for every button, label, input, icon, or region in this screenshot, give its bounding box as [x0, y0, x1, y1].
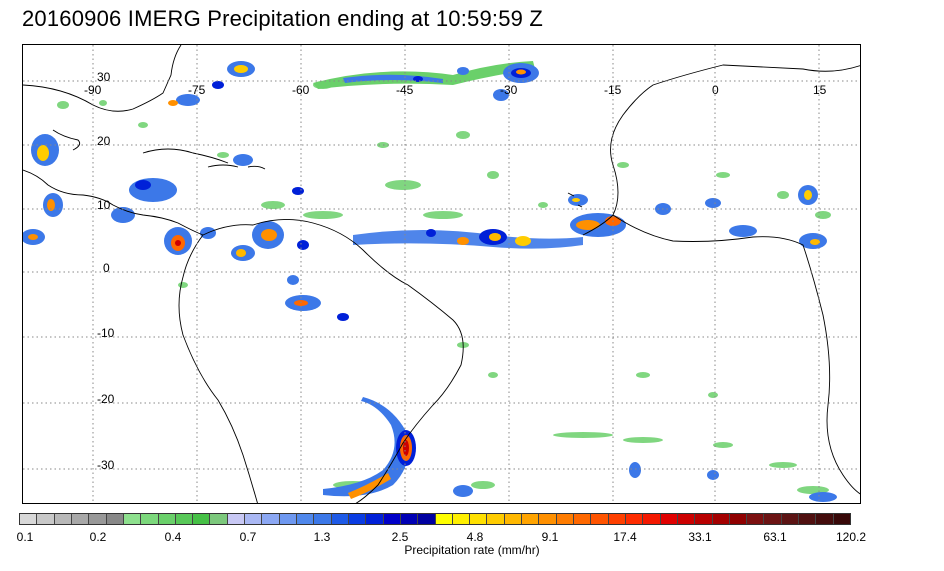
colorbar-swatch [71, 514, 90, 524]
colorbar [19, 513, 851, 525]
colorbar-swatch [383, 514, 401, 524]
colorbar-swatch [314, 514, 332, 524]
colorbar-tick-label: 0.7 [239, 530, 257, 544]
colorbar-tick-label: 4.8 [466, 530, 484, 544]
colorbar-swatch [37, 514, 55, 524]
colorbar-swatch [608, 514, 626, 524]
colorbar-swatch [833, 514, 850, 524]
colorbar-swatch [747, 514, 765, 524]
colorbar-swatch [175, 514, 194, 524]
map-canvas [23, 45, 860, 503]
precipitation-layer [23, 61, 837, 502]
longitude-label: -30 [500, 83, 518, 97]
longitude-label: -15 [604, 83, 622, 97]
latitude-label: -30 [97, 458, 115, 472]
colorbar-swatch [158, 514, 176, 524]
colorbar-swatch [625, 514, 644, 524]
colorbar-tick-label: 63.1 [763, 530, 787, 544]
longitude-label: -60 [292, 83, 310, 97]
latitude-label: 20 [97, 134, 111, 148]
colorbar-swatch [591, 514, 609, 524]
colorbar-swatch [400, 514, 419, 524]
longitude-label: -90 [84, 83, 102, 97]
latitude-label: -10 [97, 326, 115, 340]
colorbar-swatch [245, 514, 263, 524]
colorbar-swatch [522, 514, 540, 524]
colorbar-tick-label: 1.3 [313, 530, 331, 544]
latitude-label: 0 [103, 261, 110, 275]
colorbar-swatch [729, 514, 748, 524]
colorbar-swatch [418, 514, 436, 524]
graticule [23, 45, 860, 503]
latitude-label: 30 [97, 70, 111, 84]
colorbar-swatch [262, 514, 280, 524]
colorbar-label: Precipitation rate (mm/hr) [404, 543, 540, 557]
longitude-label: -75 [188, 83, 206, 97]
colorbar-swatch [574, 514, 592, 524]
colorbar-swatch [227, 514, 246, 524]
colorbar-swatch [677, 514, 696, 524]
colorbar-swatch [54, 514, 72, 524]
colorbar-swatch [123, 514, 142, 524]
colorbar-swatch [643, 514, 661, 524]
colorbar-swatch [366, 514, 384, 524]
colorbar-tick-label: 0.1 [16, 530, 34, 544]
colorbar-swatch [210, 514, 228, 524]
colorbar-swatch [348, 514, 367, 524]
colorbar-swatch [331, 514, 349, 524]
longitude-label: 15 [813, 83, 827, 97]
precipitation-map: -90 -75 -60 -45 -30 -15 0 15 30 20 10 0 -10 -20 -30 [22, 44, 861, 504]
colorbar-swatch [106, 514, 124, 524]
colorbar-swatch [452, 514, 471, 524]
latitude-label: 10 [97, 198, 111, 212]
colorbar-swatch [539, 514, 557, 524]
latitude-label: -20 [97, 392, 115, 406]
colorbar-tick-label: 33.1 [688, 530, 712, 544]
colorbar-swatch [487, 514, 505, 524]
colorbar-swatch [279, 514, 297, 524]
colorbar-swatch [504, 514, 523, 524]
colorbar-tick-label: 0.4 [164, 530, 182, 544]
colorbar-tick-label: 2.5 [391, 530, 409, 544]
colorbar-swatch [695, 514, 713, 524]
colorbar-swatch [435, 514, 453, 524]
longitude-label: 0 [712, 83, 719, 97]
longitude-label: -45 [396, 83, 414, 97]
coastlines [23, 45, 860, 503]
colorbar-swatch [20, 514, 38, 524]
colorbar-swatch [141, 514, 159, 524]
colorbar-swatch [781, 514, 800, 524]
colorbar-tick-label: 9.1 [541, 530, 559, 544]
colorbar-ticks: 0.1 0.2 0.4 0.7 1.3 2.5 4.8 9.1 17.4 33.1 63.1 120.… [0, 530, 944, 544]
colorbar-swatch [660, 514, 678, 524]
colorbar-swatch [556, 514, 574, 524]
colorbar-swatch [470, 514, 488, 524]
colorbar-swatch [297, 514, 315, 524]
colorbar-swatch [193, 514, 211, 524]
colorbar-tick-label: 120.2 [835, 530, 867, 544]
colorbar-swatch [799, 514, 817, 524]
colorbar-swatch [764, 514, 782, 524]
colorbar-swatch [712, 514, 730, 524]
colorbar-swatch [89, 514, 107, 524]
map-title: 20160906 IMERG Precipitation ending at 1… [22, 6, 544, 31]
colorbar-tick-label: 0.2 [89, 530, 107, 544]
colorbar-tick-label: 17.4 [613, 530, 637, 544]
colorbar-swatch [816, 514, 834, 524]
